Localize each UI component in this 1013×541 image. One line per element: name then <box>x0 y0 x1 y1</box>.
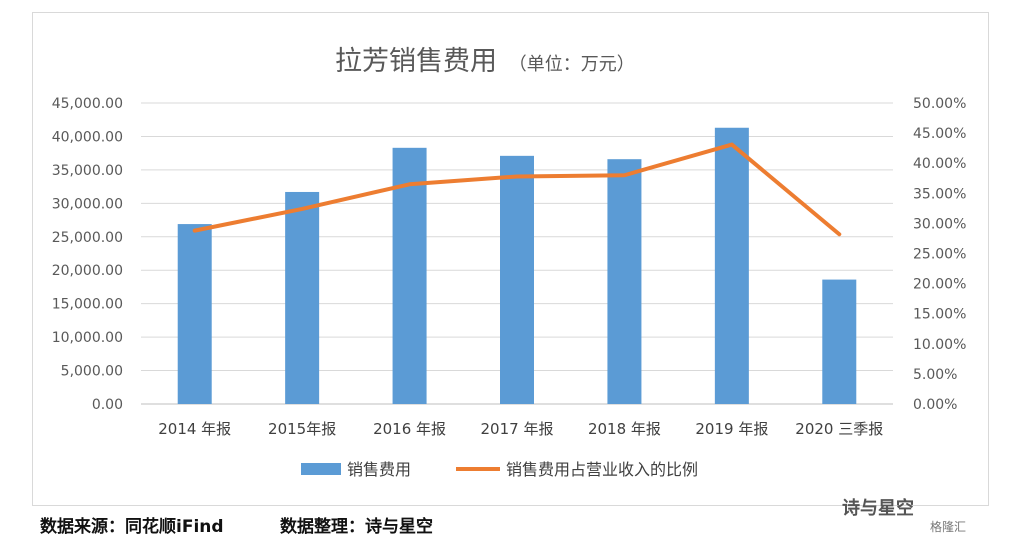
watermark-name: 诗与星空 <box>842 498 914 519</box>
right-axis-tick-label: 50.00% <box>913 96 966 112</box>
right-axis-tick-label: 10.00% <box>913 337 966 353</box>
x-axis-tick-label: 2016 年报 <box>373 420 446 438</box>
right-axis-tick-label: 0.00% <box>913 397 957 413</box>
chart-container: 拉芳销售费用 （单位：万元） 45,000.00 40,000.00 35,000.0… <box>32 12 989 506</box>
legend-swatch-bar <box>301 463 341 475</box>
bar-sales-expense <box>607 159 642 404</box>
left-axis-tick-label: 10,000.00 <box>52 330 123 346</box>
left-axis-tick-label: 0.00 <box>92 397 123 413</box>
data-source-text: 数据来源：同花顺iFind <box>40 517 224 537</box>
legend-label-line: 销售费用占营业收入的比例 <box>506 460 698 479</box>
right-axis-tick-label: 40.00% <box>913 156 966 172</box>
bar-sales-expense <box>285 191 320 404</box>
left-axis-tick-label: 35,000.00 <box>52 163 123 179</box>
chart-title-unit: （单位：万元） <box>503 54 635 75</box>
right-axis-tick-label: 20.00% <box>913 277 966 293</box>
watermark-brand: 格隆汇 <box>930 520 967 534</box>
right-axis-tick-label: 25.00% <box>913 247 966 263</box>
right-axis-tick-label: 35.00% <box>913 186 966 202</box>
x-axis-tick-label: 2017 年报 <box>481 420 554 438</box>
bar-sales-expense <box>714 127 749 404</box>
bar-sales-expense <box>500 155 534 404</box>
left-axis-tick-label: 45,000.00 <box>52 96 123 112</box>
left-axis-tick-label: 30,000.00 <box>52 196 123 212</box>
bar-sales-expense <box>392 147 427 404</box>
left-axis-tick-label: 5,000.00 <box>61 364 123 380</box>
chart-title-main: 拉芳销售费用 <box>335 46 497 77</box>
legend-label-bar: 销售费用 <box>347 460 411 479</box>
bar-sales-expense <box>822 279 857 404</box>
left-axis-tick-label: 40,000.00 <box>52 129 123 145</box>
left-axis-tick-label: 20,000.00 <box>52 263 123 279</box>
chart-svg: 拉芳销售费用 （单位：万元） 45,000.00 40,000.00 35,000.0… <box>52 46 967 479</box>
x-axis-tick-label: 2015年报 <box>268 420 336 438</box>
x-axis-tick-label: 2020 三季报 <box>795 420 883 438</box>
right-axis-tick-label: 30.00% <box>913 216 966 232</box>
left-axis-tick-label: 15,000.00 <box>52 297 123 313</box>
bar-sales-expense <box>177 224 212 404</box>
x-axis-tick-label: 2014 年报 <box>158 420 231 438</box>
right-axis-tick-label: 5.00% <box>913 367 957 383</box>
right-axis-tick-label: 45.00% <box>913 126 966 142</box>
left-axis-tick-label: 25,000.00 <box>52 230 123 246</box>
x-axis-tick-label: 2019 年报 <box>695 420 768 438</box>
x-axis-tick-label: 2018 年报 <box>588 420 661 438</box>
data-organizer-text: 数据整理：诗与星空 <box>280 517 433 537</box>
chart-title: 拉芳销售费用 （单位：万元） <box>335 46 635 77</box>
right-axis-tick-label: 15.00% <box>913 307 966 323</box>
